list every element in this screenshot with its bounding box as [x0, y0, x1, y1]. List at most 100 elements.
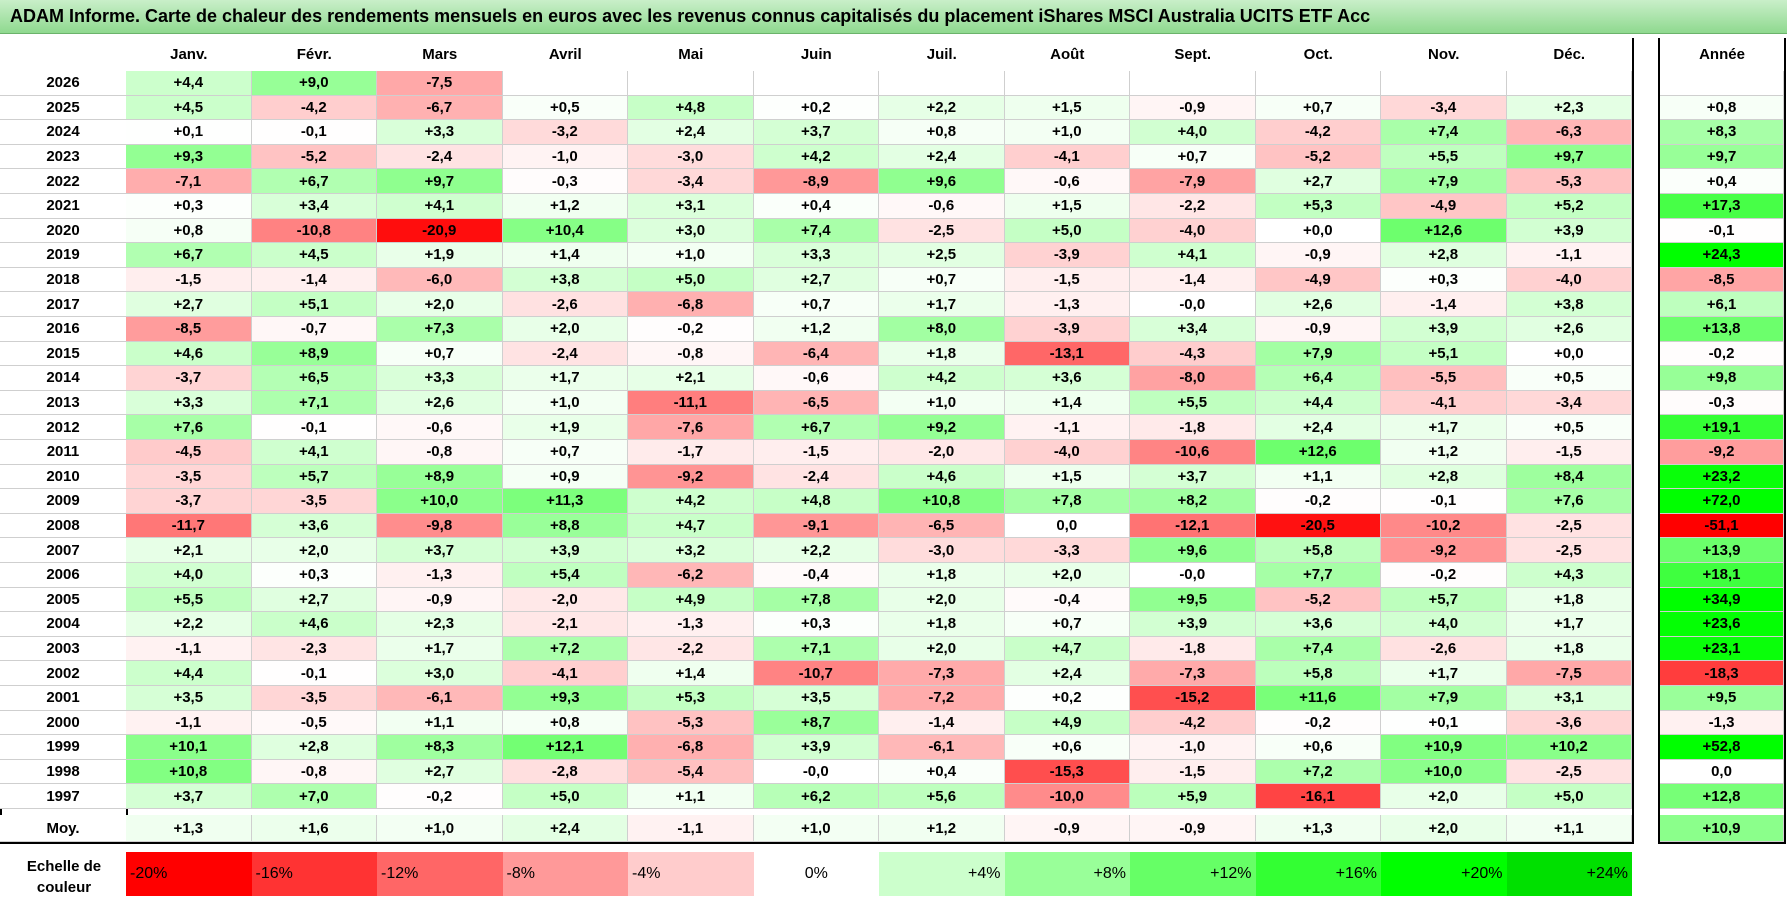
heatmap-cell: -1,0: [1130, 735, 1256, 760]
heatmap-cell: +7,7: [1255, 563, 1381, 588]
chart-title: ADAM Informe. Carte de chaleur des rende…: [10, 6, 1371, 26]
heatmap-cell: +1,5: [1004, 194, 1130, 219]
heatmap-cell: +0,3: [251, 563, 377, 588]
month-header: Oct.: [1255, 38, 1381, 71]
heatmap-cell: -7,1: [126, 169, 252, 194]
color-scale-label-text: +12%: [1210, 865, 1252, 882]
annual-cell: +34,9: [1660, 587, 1784, 613]
heatmap-cell: +3,1: [1506, 686, 1632, 711]
heatmap-cell: +2,0: [879, 636, 1005, 662]
heatmap-cell: +4,7: [628, 513, 754, 539]
heatmap-cell: +0,9: [502, 464, 628, 490]
heatmap-cell: [628, 71, 754, 96]
color-scale-label-text: -4%: [632, 865, 661, 882]
heatmap-cell: +6,5: [251, 366, 377, 391]
heatmap-cell: +4,9: [1004, 710, 1130, 736]
year-label: 2001: [0, 686, 126, 711]
heatmap-cell: +5,1: [1381, 341, 1507, 367]
heatmap-cell: -8,0: [1130, 366, 1256, 391]
heatmap-cell: -7,9: [1130, 169, 1256, 194]
heatmap-cell: -2,5: [879, 218, 1005, 244]
heatmap-cell: -4,2: [1130, 710, 1256, 736]
heatmap-cell: -5,3: [628, 710, 754, 736]
heatmap-cell: +11,6: [1255, 686, 1381, 711]
heatmap-cell: -1,5: [1004, 267, 1130, 293]
heatmap-cell: +3,9: [1506, 218, 1632, 244]
heatmap-cell: +2,0: [251, 538, 377, 563]
heatmap-cell: +1,0: [1004, 120, 1130, 145]
heatmap-cell: -11,7: [126, 513, 252, 539]
heatmap-cell: -6,8: [628, 292, 754, 317]
heatmap-cell: -3,5: [126, 464, 252, 490]
heatmap-cell: -6,4: [753, 341, 879, 367]
heatmap-cell: +1,8: [1506, 636, 1632, 662]
heatmap-cell: +1,5: [1004, 464, 1130, 490]
average-cell: +1,1: [1506, 815, 1632, 842]
year-label: 2017: [0, 292, 126, 317]
heatmap-cell: +9,3: [126, 144, 252, 170]
heatmap-cell: +3,2: [628, 538, 754, 563]
heatmap-cell: +5,3: [1255, 194, 1381, 219]
heatmap-cell: +1,0: [628, 243, 754, 268]
heatmap-cell: +8,7: [753, 710, 879, 736]
heatmap-cell: -0,9: [1130, 95, 1256, 121]
heatmap-cell: +3,7: [126, 784, 252, 809]
heatmap-cell: -0,0: [753, 759, 879, 785]
heatmap-cell: -8,5: [126, 317, 252, 342]
heatmap-cell: -0,6: [1004, 169, 1130, 194]
heatmap-cell: -6,3: [1506, 120, 1632, 145]
heatmap-cell: +2,4: [1255, 415, 1381, 440]
heatmap-cell: +1,4: [628, 661, 754, 686]
heatmap-cell: +4,5: [126, 95, 252, 121]
color-scale-swatch: -8%: [502, 852, 628, 896]
heatmap-cell: +6,2: [753, 784, 879, 809]
year-label: 2025: [0, 95, 126, 121]
annual-cell: +17,3: [1660, 194, 1784, 219]
heatmap-cell: -10,8: [251, 218, 377, 244]
heatmap-cell: +3,1: [628, 194, 754, 219]
heatmap-cell: +7,2: [502, 636, 628, 662]
heatmap-cell: +4,8: [753, 489, 879, 514]
heatmap-cell: +0,6: [1255, 735, 1381, 760]
heatmap-cell: +1,7: [879, 292, 1005, 317]
year-label: 1997: [0, 784, 126, 809]
heatmap-cell: +0,8: [879, 120, 1005, 145]
year-label: 2014: [0, 366, 126, 391]
heatmap-cell: -10,7: [753, 661, 879, 686]
heatmap-cell: -10,0: [1004, 784, 1130, 809]
heatmap-cell: -5,2: [251, 144, 377, 170]
heatmap-cell: +12,6: [1381, 218, 1507, 244]
heatmap-cell: +0,7: [502, 440, 628, 465]
annual-header: Année: [1660, 38, 1784, 71]
heatmap-cell: +7,9: [1381, 686, 1507, 711]
heatmap-cell: +1,1: [1255, 464, 1381, 490]
heatmap-cell: -9,8: [377, 513, 503, 539]
heatmap-cell: +2,3: [377, 612, 503, 637]
heatmap-cell: -2,4: [502, 341, 628, 367]
heatmap-cell: -7,2: [879, 686, 1005, 711]
heatmap-cell: +11,3: [502, 489, 628, 514]
heatmap-cell: +7,4: [1381, 120, 1507, 145]
heatmap-cell: +0,8: [126, 218, 252, 244]
heatmap-cell: -0,1: [251, 661, 377, 686]
heatmap-cell: +1,7: [1381, 415, 1507, 440]
heatmap-cell: -2,5: [1506, 759, 1632, 785]
heatmap-cell: +5,9: [1130, 784, 1256, 809]
heatmap-cell: +3,6: [1255, 612, 1381, 637]
heatmap-cell: +3,9: [1381, 317, 1507, 342]
heatmap-cell: +0,5: [502, 95, 628, 121]
annual-cell: +19,1: [1660, 415, 1784, 440]
heatmap-cell: +0,2: [1004, 686, 1130, 711]
color-scale-label-line1: Echelle de: [26, 858, 102, 875]
heatmap-cell: +7,1: [753, 636, 879, 662]
heatmap-cell: -11,1: [628, 390, 754, 416]
heatmap-cell: +0,7: [753, 292, 879, 317]
annual-cell: -0,3: [1660, 390, 1784, 416]
heatmap-cell: -6,5: [879, 513, 1005, 539]
heatmap-cell: -3,7: [126, 366, 252, 391]
heatmap-cell: +7,6: [1506, 489, 1632, 514]
heatmap-cell: +3,8: [502, 267, 628, 293]
heatmap-cell: +5,3: [628, 686, 754, 711]
heatmap-cell: +2,7: [1255, 169, 1381, 194]
heatmap-cell: +1,8: [879, 341, 1005, 367]
